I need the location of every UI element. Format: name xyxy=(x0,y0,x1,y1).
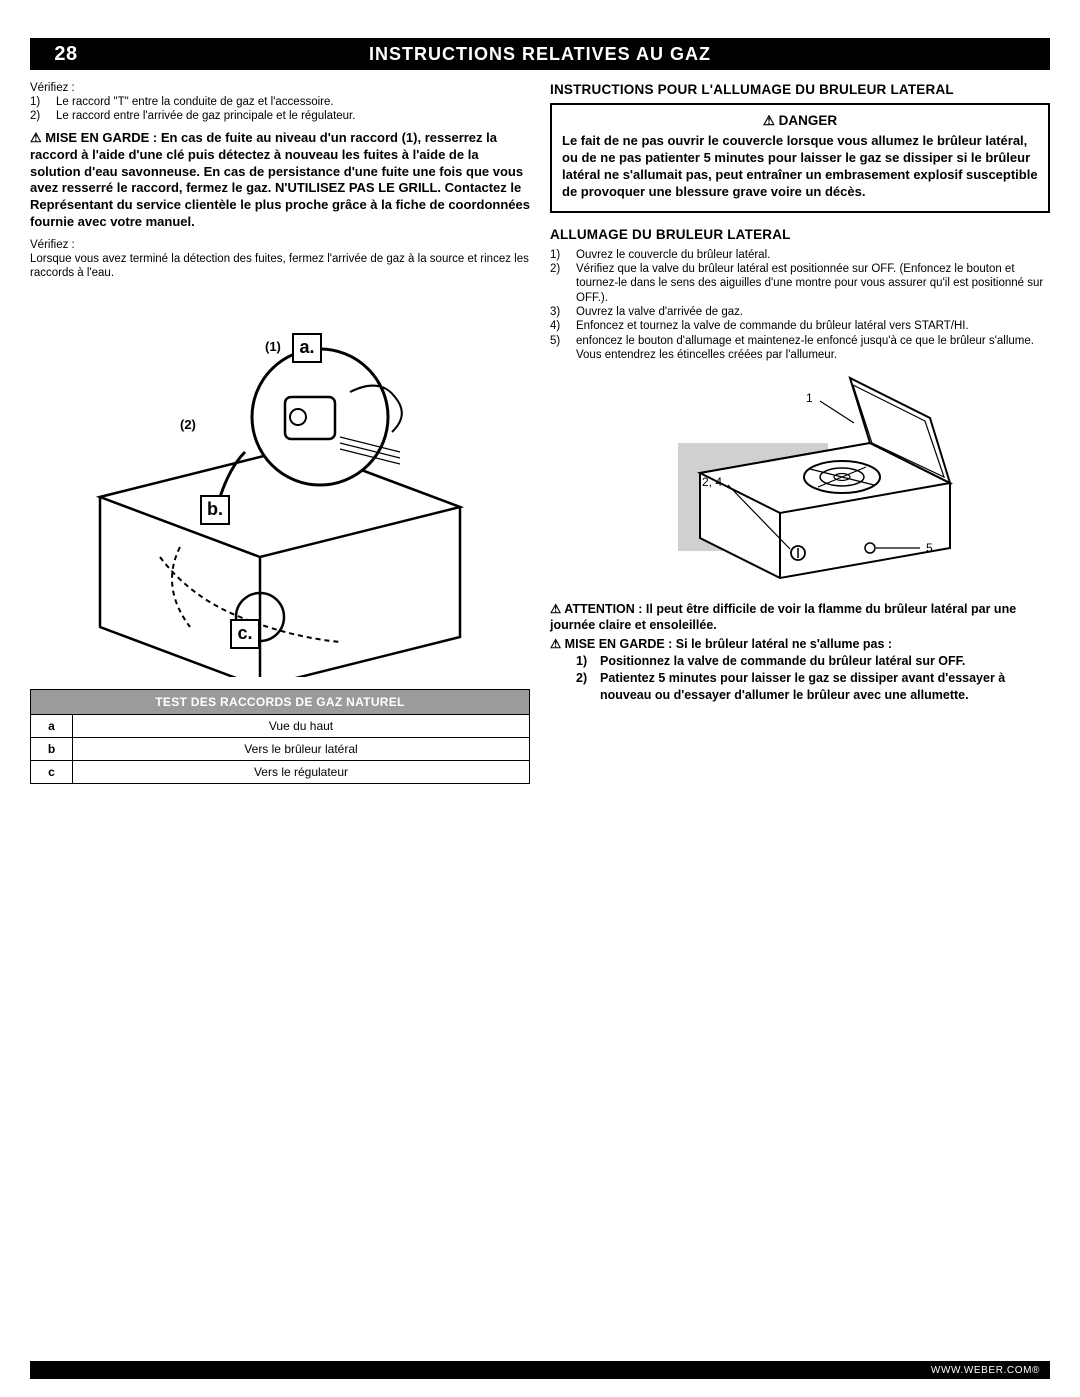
list-text: enfoncez le bouton d'allumage et mainten… xyxy=(576,334,1050,363)
list-item: 2)Vérifiez que la valve du brûleur latér… xyxy=(550,262,1050,305)
list-item: 5)enfoncez le bouton d'allumage et maint… xyxy=(550,334,1050,363)
section-heading-ignition: INSTRUCTIONS POUR L'ALLUMAGE DU BRULEUR … xyxy=(550,82,1050,97)
warning-paragraph: ⚠ MISE EN GARDE : En cas de fuite au niv… xyxy=(30,130,530,231)
steps-list: 1)Ouvrez le couvercle du brûleur latéral… xyxy=(550,248,1050,363)
verify-label-1: Vérifiez : xyxy=(30,82,530,94)
content: Vérifiez : 1)Le raccord "T" entre la con… xyxy=(30,82,1050,1357)
callout-2: (2) xyxy=(180,417,196,432)
list-item: 2)Patientez 5 minutes pour laisser le ga… xyxy=(576,670,1050,704)
side-burner-diagram: 1 2, 4 5 xyxy=(550,373,1050,583)
header-bar: 28 INSTRUCTIONS RELATIVES AU GAZ xyxy=(30,38,1050,70)
right-column: INSTRUCTIONS POUR L'ALLUMAGE DU BRULEUR … xyxy=(550,82,1050,1357)
table-val: Vue du haut xyxy=(73,714,530,737)
list-text: Ouvrez la valve d'arrivée de gaz. xyxy=(576,305,743,319)
diagram-svg xyxy=(550,373,1050,583)
list-item: 1)Positionnez la valve de commande du br… xyxy=(576,653,1050,670)
list-text: Le raccord "T" entre la conduite de gaz … xyxy=(56,95,334,109)
diag-label-24: 2, 4 xyxy=(702,475,722,489)
list-item: 1)Le raccord "T" entre la conduite de ga… xyxy=(30,95,530,109)
callout-1: (1) xyxy=(265,339,281,354)
footer-url: WWW.WEBER.COM® xyxy=(931,1365,1040,1376)
footer-bar: WWW.WEBER.COM® xyxy=(30,1361,1050,1379)
list-text: Le raccord entre l'arrivée de gaz princi… xyxy=(56,109,355,123)
table-header: TEST DES RACCORDS DE GAZ NATUREL xyxy=(31,689,530,714)
gas-test-table: TEST DES RACCORDS DE GAZ NATUREL a Vue d… xyxy=(30,689,530,784)
header-title: INSTRUCTIONS RELATIVES AU GAZ xyxy=(102,44,978,65)
list-text: Patientez 5 minutes pour laisser le gaz … xyxy=(600,670,1050,704)
table-key: b xyxy=(31,737,73,760)
left-column: Vérifiez : 1)Le raccord "T" entre la con… xyxy=(30,82,530,1357)
list-text: Vérifiez que la valve du brûleur latéral… xyxy=(576,262,1050,305)
verify-list-1: 1)Le raccord "T" entre la conduite de ga… xyxy=(30,95,530,124)
callout-a: a. xyxy=(292,333,322,363)
attention-flame: ⚠ ATTENTION : Il peut être difficile de … xyxy=(550,601,1050,635)
table-key: a xyxy=(31,714,73,737)
diagram-svg xyxy=(30,297,530,677)
list-text: Enfoncez et tournez la valve de commande… xyxy=(576,319,969,333)
list-item: 2)Le raccord entre l'arrivée de gaz prin… xyxy=(30,109,530,123)
callout-c: c. xyxy=(230,619,260,649)
callout-b: b. xyxy=(200,495,230,525)
list-item: 4)Enfoncez et tournez la valve de comman… xyxy=(550,319,1050,333)
danger-text: Le fait de ne pas ouvrir le couvercle lo… xyxy=(562,133,1038,201)
section-heading-allumage: ALLUMAGE DU BRULEUR LATERAL xyxy=(550,227,1050,242)
verify-label-2: Vérifiez : xyxy=(30,239,530,251)
verify-text-2: Lorsque vous avez terminé la détection d… xyxy=(30,252,530,281)
list-text: Positionnez la valve de commande du brûl… xyxy=(600,653,965,670)
table-row: b Vers le brûleur latéral xyxy=(31,737,530,760)
table-row: a Vue du haut xyxy=(31,714,530,737)
list-item: 3)Ouvrez la valve d'arrivée de gaz. xyxy=(550,305,1050,319)
attention-no-light: ⚠ MISE EN GARDE : Si le brûleur latéral … xyxy=(550,636,1050,653)
list-item: 1)Ouvrez le couvercle du brûleur latéral… xyxy=(550,248,1050,262)
attention-steps: 1)Positionnez la valve de commande du br… xyxy=(550,653,1050,704)
table-val: Vers le régulateur xyxy=(73,760,530,783)
table-val: Vers le brûleur latéral xyxy=(73,737,530,760)
danger-box: ⚠ DANGER Le fait de ne pas ouvrir le cou… xyxy=(550,103,1050,213)
table-row: c Vers le régulateur xyxy=(31,760,530,783)
danger-label: ⚠ DANGER xyxy=(562,113,1038,129)
diag-label-5: 5 xyxy=(926,541,933,555)
list-text: Ouvrez le couvercle du brûleur latéral. xyxy=(576,248,770,262)
page-number: 28 xyxy=(30,38,102,70)
gas-connection-diagram: (1) a. (2) b. c. xyxy=(30,297,530,677)
diag-label-1: 1 xyxy=(806,391,813,405)
table-key: c xyxy=(31,760,73,783)
